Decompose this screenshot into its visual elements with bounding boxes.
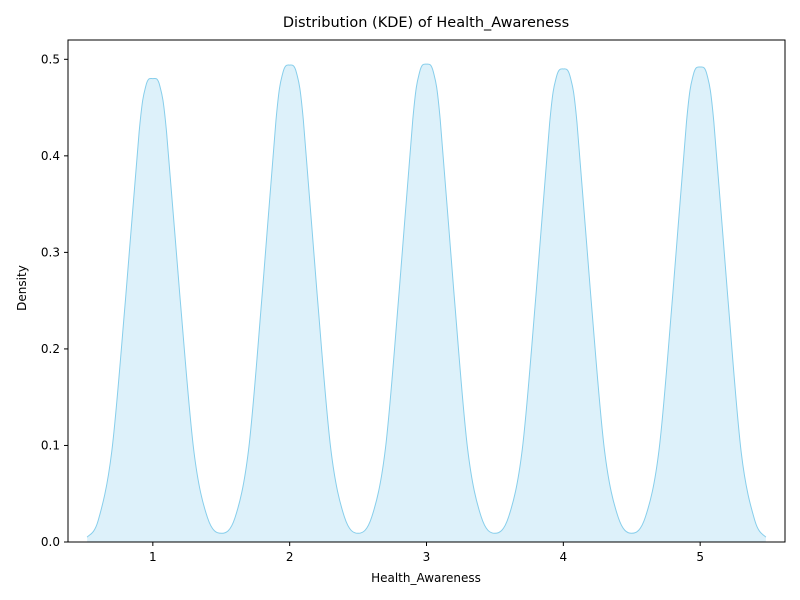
y-tick-label: 0.0 [41,535,60,549]
y-axis: 0.0 0.1 0.2 0.3 0.4 0.5 [41,52,68,549]
chart-title: Distribution (KDE) of Health_Awareness [283,15,569,31]
x-tick-label: 1 [149,550,157,564]
x-tick-label: 2 [286,550,294,564]
x-tick-label: 5 [696,550,704,564]
kde-density-line [86,63,767,538]
y-tick-label: 0.5 [41,52,60,66]
y-tick-label: 0.4 [41,149,60,163]
y-tick-label: 0.1 [41,438,60,452]
plot-area [67,39,786,543]
x-axis-label: Health_Awareness [371,571,481,585]
x-tick-label: 4 [560,550,568,564]
y-axis-label: Density [15,265,29,311]
kde-area-fill [87,64,766,543]
x-axis: 1 2 3 4 5 [149,542,704,564]
y-tick-label: 0.3 [41,245,60,259]
x-tick-label: 3 [423,550,431,564]
y-tick-label: 0.2 [41,342,60,356]
